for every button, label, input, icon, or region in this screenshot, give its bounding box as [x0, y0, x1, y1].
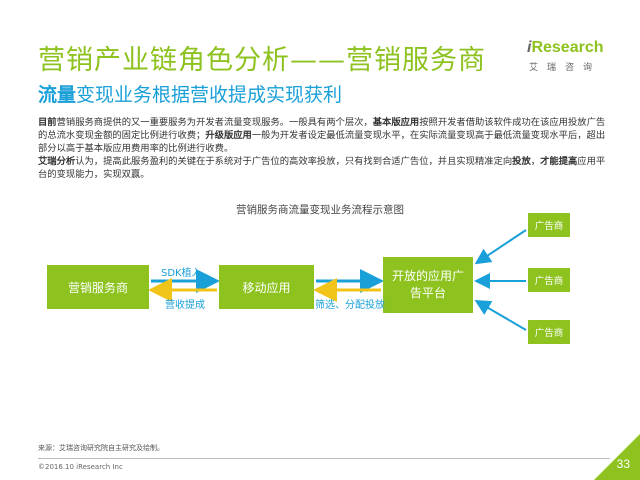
footer-divider — [38, 458, 610, 459]
logo-wordmark: iResearch — [527, 39, 604, 56]
body-paragraph-1: 目前营销服务商提供的又一重要服务为开发者流量变现服务。一般具有两个层次，基本版应… — [38, 117, 606, 154]
edge-ad1-arrow — [474, 229, 527, 265]
logo-chinese-name: 艾瑞咨询 — [529, 63, 602, 73]
body-paragraph-2: 艾瑞分析认为，提高此服务盈利的关键在于系统对于广告位的高效率投放，只有找到合适广… — [38, 156, 606, 180]
node-advertiser-2: 广告商 — [528, 268, 570, 292]
edge-label-revenue: 营收提成 — [165, 300, 205, 311]
edge-ad3-arrow — [474, 299, 527, 331]
iresearch-logo: iResearch 艾瑞咨询 — [527, 35, 607, 75]
slide-title: 营销产业链角色分析——营销服务商 — [38, 45, 486, 76]
copyright-text: ©2016.10 iResearch Inc — [38, 463, 123, 471]
source-note: 来源：艾瑞咨询研究院自主研究及绘制。 — [38, 444, 164, 452]
page-number: 33 — [616, 457, 630, 471]
node-advertiser-1: 广告商 — [528, 213, 570, 237]
node-mobile-app: 移动应用 — [219, 265, 314, 309]
body-text: 目前营销服务商提供的又一重要服务为开发者流量变现服务。一般具有两个层次，基本版应… — [38, 116, 610, 181]
page-corner-decoration — [594, 434, 640, 480]
edge-label-filter: 筛选、分配投放 — [315, 300, 385, 311]
edge-label-sdk: SDK植入 — [161, 268, 202, 279]
slide-subtitle: 流量变现业务根据营收提成实现获利 — [38, 84, 343, 106]
node-open-ad-platform: 开放的应用广告平台 — [383, 257, 473, 313]
node-marketing-provider: 营销服务商 — [47, 265, 149, 309]
node-advertiser-3: 广告商 — [528, 320, 570, 344]
diagram-title: 营销服务商流量变现业务流程示意图 — [236, 204, 404, 216]
